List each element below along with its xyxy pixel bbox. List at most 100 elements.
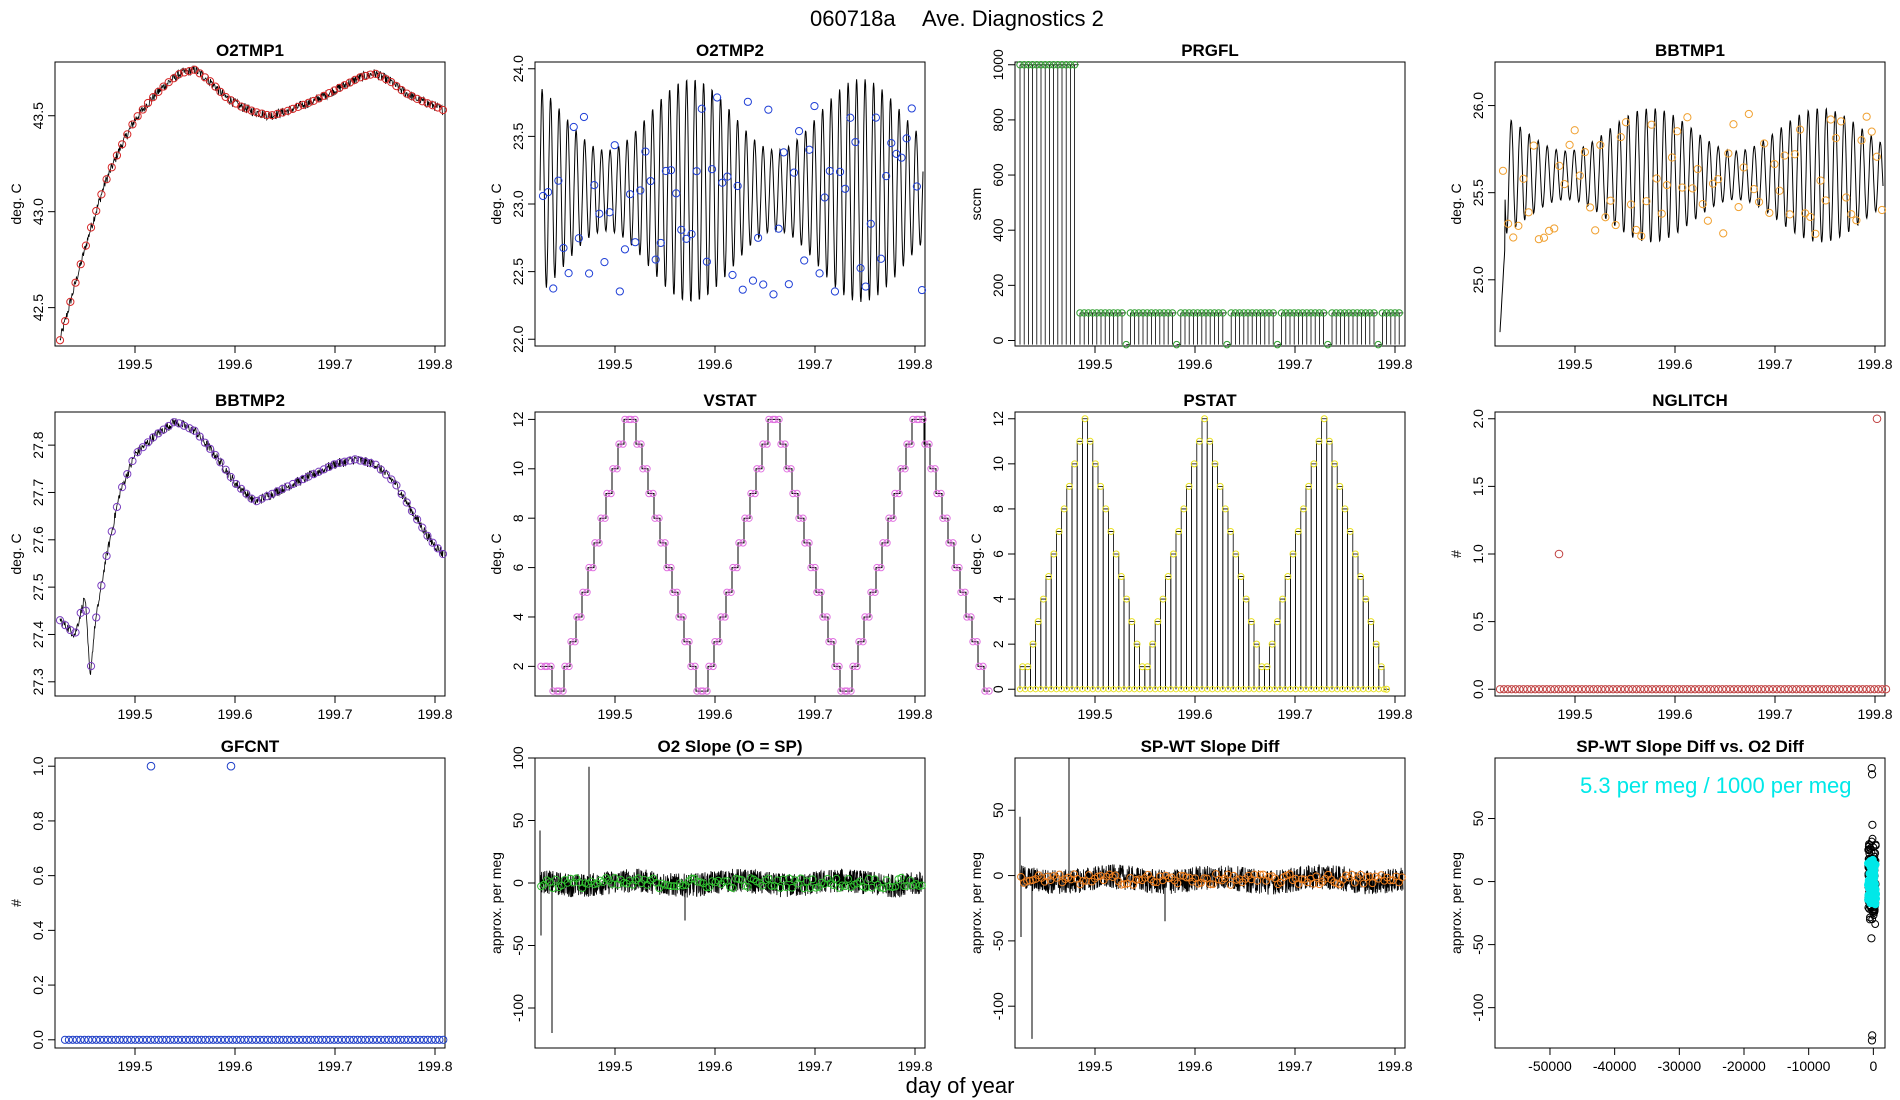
- data-point: [538, 191, 548, 201]
- y-tick-label: 25.5: [1470, 179, 1486, 206]
- data-point: [1273, 340, 1282, 349]
- state-bar: [1102, 508, 1109, 690]
- data-point: [76, 260, 85, 269]
- line-trace: [1499, 107, 1884, 333]
- data-point: [1310, 460, 1318, 468]
- data-point: [216, 1035, 226, 1044]
- series-markers: [1016, 415, 1391, 693]
- data-point: [299, 100, 308, 109]
- state-bar: [1186, 485, 1192, 690]
- data-point: [1644, 685, 1653, 694]
- data-point: [1216, 482, 1224, 490]
- y-tick-label: 10: [510, 461, 526, 477]
- data-point: [103, 1035, 113, 1044]
- data-point: [1554, 685, 1563, 694]
- data-point: [667, 882, 675, 890]
- data-point: [843, 687, 851, 695]
- data-point: [174, 419, 184, 428]
- data-point: [273, 487, 282, 496]
- data-point: [1168, 309, 1177, 317]
- data-point: [1662, 180, 1671, 190]
- data-point: [68, 1035, 77, 1044]
- state-bar: [1165, 576, 1172, 690]
- data-point: [564, 269, 573, 278]
- step-trace: [540, 418, 990, 692]
- data-point: [380, 1035, 389, 1044]
- data-point: [267, 1035, 276, 1044]
- data-point: [314, 467, 323, 476]
- data-point: [413, 515, 422, 524]
- data-point: [1693, 164, 1702, 174]
- data-point: [789, 168, 799, 177]
- data-point: [1651, 685, 1661, 694]
- data-point: [1049, 61, 1058, 69]
- data-point: [955, 563, 963, 572]
- y-tick-label: 26.0: [1470, 92, 1486, 119]
- data-point: [915, 882, 923, 890]
- data-point: [733, 181, 742, 191]
- data-point: [330, 460, 339, 469]
- data-point: [1632, 685, 1641, 694]
- data-point: [1835, 685, 1844, 694]
- state-bar: [1279, 598, 1286, 690]
- data-point: [418, 523, 427, 532]
- data-point: [138, 443, 147, 452]
- data-point: [1365, 872, 1374, 881]
- data-point: [1060, 505, 1068, 513]
- panel-title: SP-WT Slope Diff vs. O2 Diff: [1576, 737, 1804, 756]
- data-point: [1745, 685, 1754, 694]
- data-point: [1573, 685, 1583, 694]
- data-point: [431, 1035, 440, 1044]
- data-point: [1086, 437, 1094, 445]
- data-point: [1792, 685, 1801, 694]
- data-point: [1156, 309, 1164, 317]
- y-tick-label: 43.0: [30, 198, 46, 225]
- data-point: [1303, 309, 1311, 317]
- data-point: [767, 882, 776, 890]
- data-point: [387, 78, 396, 87]
- data-point: [371, 460, 380, 469]
- data-point: [427, 1035, 436, 1044]
- data-point: [1714, 685, 1723, 694]
- state-bar: [1347, 531, 1354, 690]
- data-point: [211, 450, 220, 460]
- data-point: [1041, 61, 1049, 69]
- data-point: [548, 884, 557, 893]
- state-bar: [1232, 553, 1239, 690]
- data-point: [861, 883, 870, 892]
- data-point: [1332, 309, 1340, 317]
- series-markers: [1498, 109, 1887, 244]
- y-tick-label: 0.0: [30, 1030, 46, 1050]
- data-point: [195, 69, 204, 78]
- data-point: [1706, 685, 1715, 694]
- y-axis-label: approx. per meg: [488, 852, 504, 954]
- panel-vstat: VSTAT 199.5 199.6 199.7 199.8 2 4 6 8 10 12 deg. C: [488, 391, 993, 722]
- x-tick-label: -10000: [1787, 1058, 1831, 1074]
- data-point: [1523, 685, 1532, 694]
- data-point: [1093, 309, 1101, 317]
- data-point: [112, 502, 122, 512]
- data-point: [943, 514, 951, 522]
- data-point: [1307, 309, 1315, 317]
- data-point: [979, 662, 987, 671]
- panel-title: BBTMP2: [215, 391, 285, 410]
- data-point: [392, 82, 401, 91]
- data-point: [779, 875, 788, 884]
- data-point: [288, 479, 298, 489]
- data-point: [259, 1035, 268, 1044]
- state-bar: [1321, 418, 1328, 690]
- state-bar: [1274, 621, 1281, 690]
- data-point: [801, 539, 809, 547]
- data-point: [1667, 685, 1676, 694]
- data-point: [584, 269, 594, 278]
- data-point: [1206, 880, 1214, 888]
- y-tick-label: 27.4: [30, 621, 46, 648]
- data-point: [784, 280, 793, 289]
- data-point: [861, 613, 869, 621]
- data-point: [345, 1035, 354, 1044]
- data-point: [945, 539, 953, 547]
- data-point: [318, 1035, 327, 1044]
- data-point: [314, 1035, 323, 1044]
- data-point: [384, 1035, 393, 1044]
- data-point: [1498, 166, 1508, 175]
